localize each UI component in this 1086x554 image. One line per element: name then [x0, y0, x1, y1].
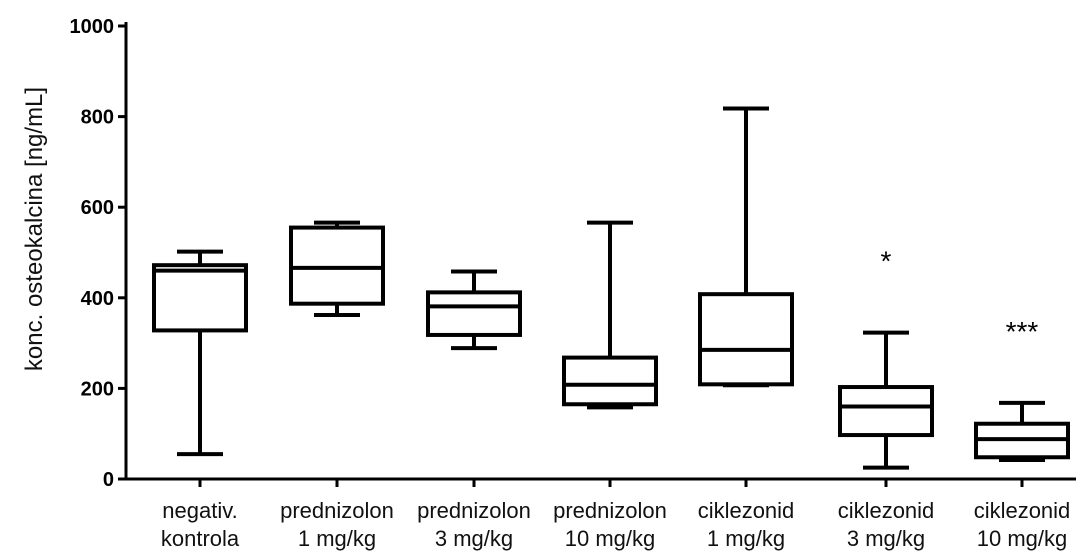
box-group — [426, 269, 522, 351]
box-group — [698, 106, 794, 388]
category-label-line2: 3 mg/kg — [847, 526, 925, 551]
box-group: *** — [974, 316, 1070, 462]
y-axis-label-group: konc. osteokalcina [ng/mL] — [21, 87, 48, 371]
iqr-box — [838, 385, 934, 438]
category-label-line1: negativ. — [162, 498, 237, 523]
iqr-box — [426, 290, 522, 337]
category-label-line2: 10 mg/kg — [565, 526, 656, 551]
category-label-line2: 1 mg/kg — [707, 526, 785, 551]
iqr-box — [152, 263, 248, 333]
category-label-line2: 10 mg/kg — [977, 526, 1068, 551]
iqr-box — [562, 355, 658, 407]
boxes: **** — [152, 106, 1070, 470]
significance-marker: * — [881, 246, 892, 277]
box-group — [562, 220, 658, 410]
category-label-line2: 3 mg/kg — [435, 526, 513, 551]
y-tick-label: 800 — [81, 107, 114, 129]
y-tick-label: 0 — [103, 469, 114, 491]
y-ticks: 0 200 400 600 800 1000 — [70, 16, 126, 491]
category-label-line2: 1 mg/kg — [298, 526, 376, 551]
category-label-line1: ciklezonid — [838, 498, 935, 523]
box-group — [152, 249, 248, 457]
category-label-line2: kontrola — [161, 526, 240, 551]
category-label-line1: ciklezonid — [974, 498, 1071, 523]
category-label-line1: ciklezonid — [698, 498, 795, 523]
category-label-line1: prednizolon — [553, 498, 667, 523]
box-group: * — [838, 246, 934, 470]
significance-marker: *** — [1006, 316, 1039, 347]
category-label-line1: prednizolon — [280, 498, 394, 523]
y-tick-label: 1000 — [70, 16, 115, 38]
y-tick-label: 200 — [81, 378, 114, 400]
category-label-line1: prednizolon — [417, 498, 531, 523]
axes — [124, 22, 1076, 481]
y-tick-label: 600 — [81, 197, 114, 219]
y-axis-label: konc. osteokalcina [ng/mL] — [21, 87, 48, 371]
x-categories: negativ. kontrola prednizolon 1 mg/kg predni… — [161, 479, 1070, 551]
iqr-box — [289, 225, 385, 306]
box-group — [289, 220, 385, 318]
y-tick-label: 400 — [81, 288, 114, 310]
iqr-box — [698, 292, 794, 387]
